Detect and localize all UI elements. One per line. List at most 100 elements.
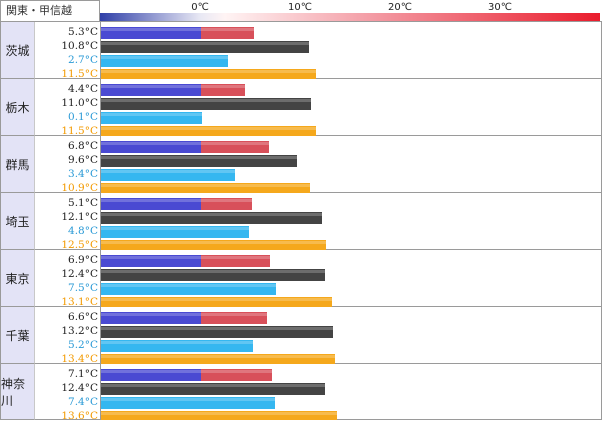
bar-highlight [101, 327, 333, 330]
bar-highlight [101, 213, 322, 216]
bar-min [201, 198, 252, 210]
value-label-max: 12.4°C [61, 382, 98, 394]
value-labels: 6.6°C 13.2°C 5.2°C 13.4°C [34, 307, 100, 365]
bar-min-avg [101, 226, 249, 238]
bar-min-avg [101, 283, 276, 295]
region-bars [100, 307, 602, 364]
bar-min [201, 255, 270, 267]
bar-highlight [101, 398, 275, 401]
bar-max-avg [101, 183, 310, 193]
bar-max [101, 212, 322, 224]
bar-highlight [101, 113, 202, 116]
bar-highlight [101, 298, 332, 301]
bar-highlight [101, 313, 267, 316]
bar-highlight [101, 99, 311, 102]
value-label-min-avg: 0.1°C [68, 111, 98, 123]
value-label-min: 6.6°C [68, 311, 98, 323]
bar-highlight [101, 184, 310, 187]
bar-highlight [101, 370, 272, 373]
value-label-min-avg: 7.5°C [68, 282, 98, 294]
region-bars [100, 136, 602, 193]
value-label-min: 7.1°C [68, 368, 98, 380]
region-name: 千葉 [0, 307, 34, 364]
value-label-max: 11.0°C [61, 97, 98, 109]
bar-highlight [101, 156, 297, 159]
bar-max [101, 41, 309, 53]
value-label-min-avg: 5.2°C [68, 339, 98, 351]
value-label-max: 9.6°C [68, 154, 98, 166]
bar-max-avg [101, 126, 316, 136]
value-label-max-avg: 13.4°C [61, 353, 98, 365]
bar-highlight [101, 28, 254, 31]
value-label-min: 6.8°C [68, 140, 98, 152]
bar-max-avg [101, 411, 337, 420]
scale-gradient-bar [100, 13, 600, 21]
region-bars [100, 22, 602, 79]
bar-highlight [101, 199, 252, 202]
bar-highlight [101, 42, 309, 45]
value-label-min-avg: 4.8°C [68, 225, 98, 237]
scale-tick-label: 30℃ [488, 2, 512, 13]
region-bars [100, 250, 602, 307]
bar-min-cold [101, 27, 201, 39]
region-name: 神奈川 [0, 364, 34, 420]
scale-tick-label: 10℃ [288, 2, 312, 13]
value-label-min: 4.4°C [68, 83, 98, 95]
bar-max [101, 269, 325, 281]
value-label-max: 12.1°C [61, 211, 98, 223]
value-label-max: 12.4°C [61, 268, 98, 280]
bar-max [101, 326, 333, 338]
bar-highlight [101, 70, 316, 73]
region-bar-plot [101, 369, 337, 420]
region-name: 埼玉 [0, 193, 34, 250]
bar-highlight [101, 384, 325, 387]
value-label-min: 5.1°C [68, 197, 98, 209]
bar-highlight [101, 142, 269, 145]
bar-min-cold [101, 312, 201, 324]
bar-max [101, 98, 311, 110]
bar-min [201, 141, 269, 153]
bar-max-avg [101, 240, 326, 250]
value-label-max-avg: 13.6°C [61, 410, 98, 422]
bar-max-avg [101, 69, 316, 79]
temperature-scale: 0℃ 10℃ 20℃ 30℃ [100, 2, 600, 21]
bar-max-avg [101, 297, 332, 307]
bar-highlight [101, 241, 326, 244]
bar-highlight [101, 355, 335, 358]
bar-min [201, 312, 267, 324]
value-label-min-avg: 3.4°C [68, 168, 98, 180]
bar-min-avg [101, 55, 228, 67]
value-label-max: 13.2°C [61, 325, 98, 337]
value-labels: 6.9°C 12.4°C 7.5°C 13.1°C [34, 250, 100, 308]
region-name: 茨城 [0, 22, 34, 79]
bar-min-avg [101, 397, 275, 409]
bar-max [101, 383, 325, 395]
region-bar-plot [101, 198, 326, 250]
bar-highlight [101, 256, 270, 259]
bar-min-cold [101, 369, 201, 381]
bar-max-avg [101, 354, 335, 364]
value-labels: 7.1°C 12.4°C 7.4°C 13.6°C [34, 364, 100, 422]
bar-highlight [101, 85, 245, 88]
region-name: 群馬 [0, 136, 34, 193]
bar-min [201, 84, 245, 96]
bar-highlight [101, 341, 253, 344]
region-bars [100, 193, 602, 250]
value-label-max-avg: 13.1°C [61, 296, 98, 308]
region-name: 東京 [0, 250, 34, 307]
bar-min-cold [101, 198, 201, 210]
bar-min-avg [101, 340, 253, 352]
region-header: 関東・甲信越 [0, 0, 100, 22]
value-label-min-avg: 7.4°C [68, 396, 98, 408]
bar-highlight [101, 284, 276, 287]
region-bar-plot [101, 255, 332, 307]
value-label-max-avg: 10.9°C [61, 182, 98, 194]
bar-highlight [101, 56, 228, 59]
bar-highlight [101, 270, 325, 273]
region-bar-plot [101, 141, 310, 193]
value-label-min: 6.9°C [68, 254, 98, 266]
region-bars [100, 79, 602, 136]
bar-min [201, 369, 272, 381]
region-bar-plot [101, 84, 316, 136]
